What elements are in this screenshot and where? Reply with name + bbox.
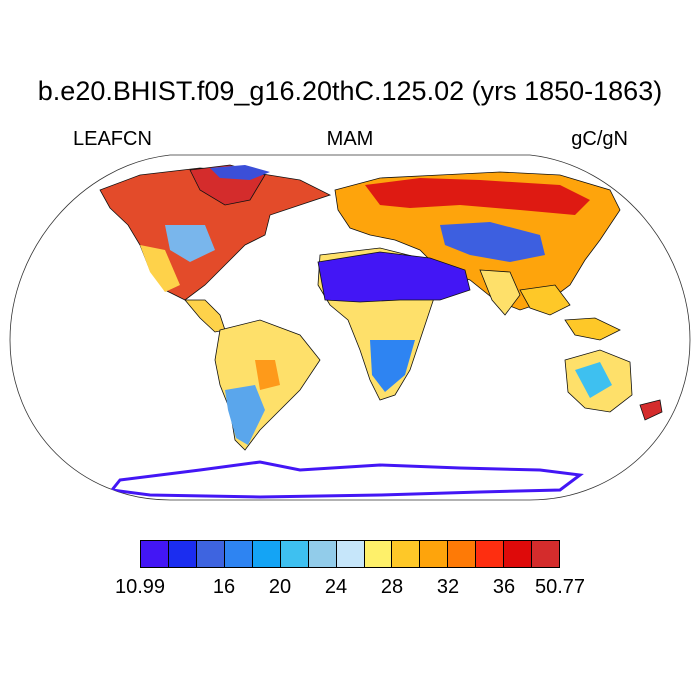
map-title: b.e20.BHIST.f09_g16.20thC.125.02 (yrs 18… (37, 76, 663, 106)
colorbar-box-2 (196, 541, 225, 567)
colorbar-box-8 (364, 541, 393, 567)
colorbar-box-14 (532, 541, 560, 567)
colorbar-box-7 (336, 541, 365, 567)
new-zealand (639, 399, 663, 421)
colorbar-box-3 (224, 541, 253, 567)
australia-blue (575, 362, 612, 398)
indonesia (564, 317, 621, 341)
colorbar-tick-label: 36 (492, 576, 516, 598)
southeast-asia (519, 284, 571, 316)
colorbar-tick-label: 24 (324, 576, 348, 598)
colorbar-box-0 (141, 541, 169, 567)
central-asia-blue (440, 222, 545, 262)
sa-orange-patch (255, 360, 280, 390)
na-blue-interior (165, 225, 215, 262)
india (479, 269, 521, 316)
colorbar-box-5 (280, 541, 309, 567)
scandinavia-russia-red (365, 178, 590, 215)
colorbar-tick-label: 32 (436, 576, 460, 598)
southern-africa-blue (370, 340, 415, 392)
colorbar-tick-label: 10.99 (114, 576, 166, 598)
na-yellow-west (140, 245, 180, 292)
colorbar-box-9 (392, 541, 421, 567)
colorbar-box-11 (448, 541, 477, 567)
colorbar-box-1 (168, 541, 197, 567)
colorbar-box-6 (308, 541, 337, 567)
colorbar-tick-label: 20 (268, 576, 292, 598)
antarctica (109, 460, 584, 499)
colorbar (140, 540, 560, 568)
colorbar-tick-label: 50.77 (534, 576, 586, 598)
variable-label: LEAFCN (73, 128, 152, 150)
colorbar-box-4 (252, 541, 281, 567)
colorbar-box-12 (476, 541, 505, 567)
colorbar-tick-label: 28 (380, 576, 404, 598)
colorbar-box-10 (420, 541, 449, 567)
sa-blue-south (225, 385, 265, 445)
colorbar-box-13 (504, 541, 533, 567)
season-label: MAM (326, 128, 374, 150)
colorbar-tick-label: 16 (212, 576, 236, 598)
na-arctic-blue (210, 165, 270, 180)
sahara-arabia (317, 251, 471, 303)
units-label: gC/gN (571, 128, 628, 150)
